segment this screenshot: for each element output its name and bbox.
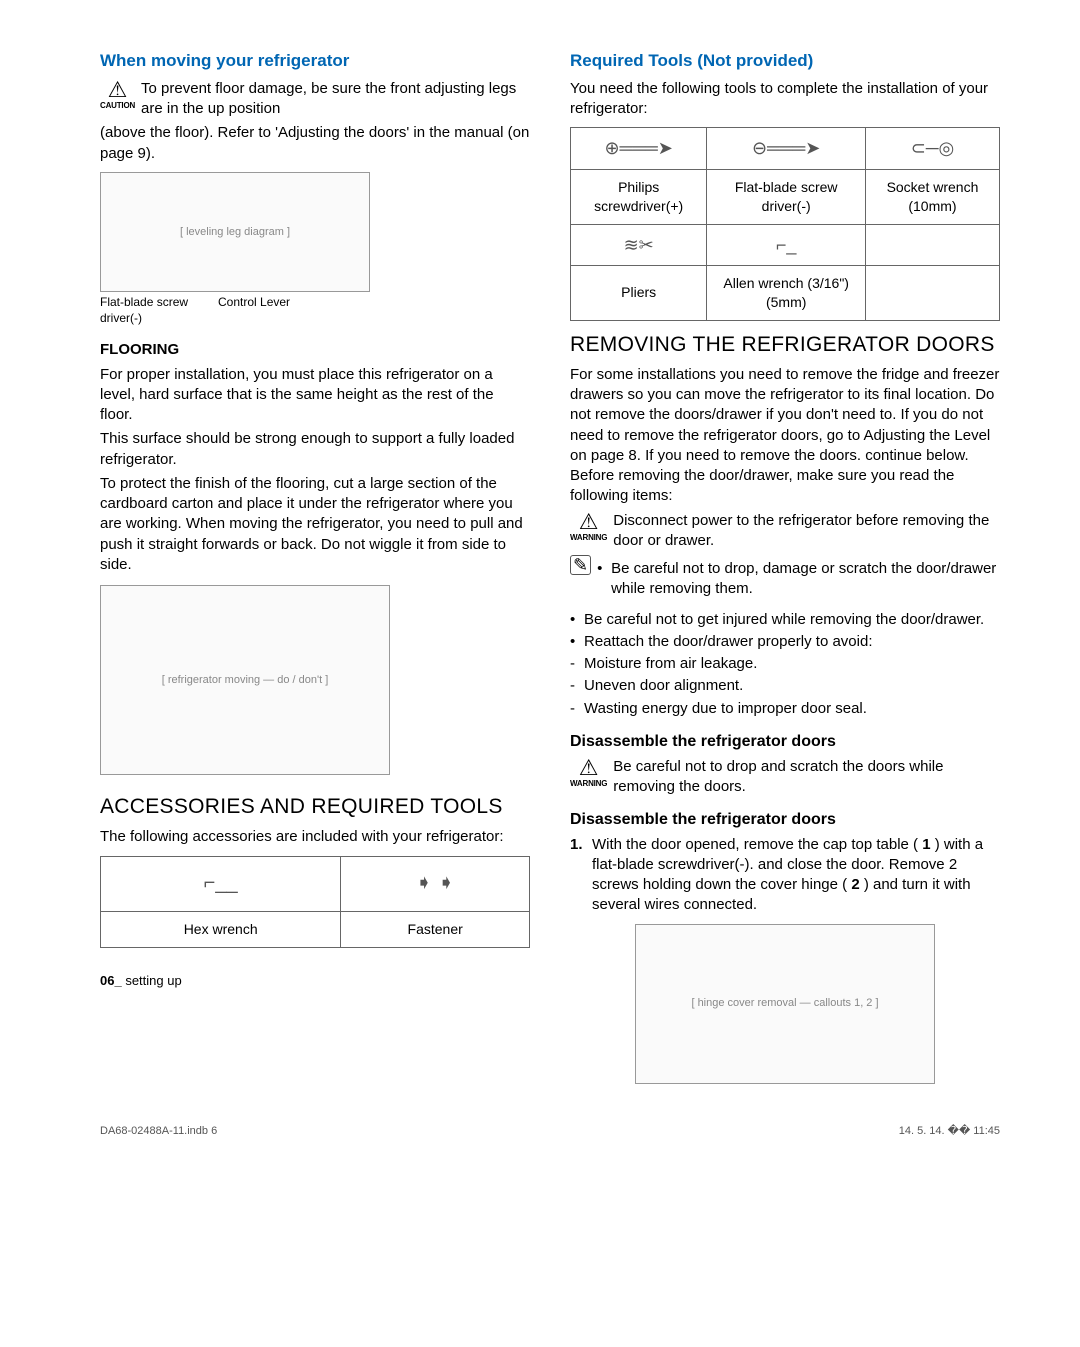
warning-block-2: ⚠ WARNING Be careful not to drop and scr… — [570, 757, 1000, 798]
tool-label-philips: Philips screwdriver(+) — [571, 169, 707, 224]
disassemble-heading-2: Disassemble the refrigerator doors — [570, 809, 1000, 831]
accessories-intro: The following accessories are included w… — [100, 827, 530, 847]
tool-label-socket: Socket wrench (10mm) — [865, 169, 999, 224]
acc-img-hex: ⌐__ — [101, 856, 341, 911]
illustration-flooring: [ refrigerator moving — do / don't ] — [100, 585, 390, 775]
note-block: ✎ Be careful not to drop, damage or scra… — [570, 555, 1000, 606]
caution-continuation: (above the floor). Refer to 'Adjusting t… — [100, 123, 530, 164]
step-1: 1. With the door opened, remove the cap … — [570, 835, 1000, 916]
right-column: Required Tools (Not provided) You need t… — [570, 50, 1000, 1084]
heading-moving: When moving your refrigerator — [100, 50, 530, 73]
flooring-p1: For proper installation, you must place … — [100, 365, 530, 426]
disassemble-heading-1: Disassemble the refrigerator doors — [570, 731, 1000, 753]
note-item: Reattach the door/drawer properly to avo… — [570, 632, 1000, 652]
tool-img-flat: ⊖═══➤ — [707, 128, 866, 169]
caution-icon: ⚠ CAUTION — [100, 79, 135, 112]
warning-2-text: Be careful not to drop and scratch the d… — [613, 757, 1000, 798]
label-screwdriver: Flat-blade screw driver(-) — [100, 294, 190, 326]
tool-img-philips: ⊕═══➤ — [571, 128, 707, 169]
note-dash: Wasting energy due to improper door seal… — [570, 699, 1000, 719]
flooring-p2: This surface should be strong enough to … — [100, 429, 530, 470]
accessories-title: ACCESSORIES AND REQUIRED TOOLS — [100, 793, 530, 821]
warning-icon: ⚠ WARNING — [570, 757, 607, 790]
tools-intro: You need the following tools to complete… — [570, 79, 1000, 120]
tool-img-socket: ⊂─◎ — [865, 128, 999, 169]
page-content: When moving your refrigerator ⚠ CAUTION … — [100, 50, 1000, 1084]
tool-img-allen: ⌐_ — [707, 224, 866, 265]
accessories-table: ⌐__ ➧ ➧ Hex wrench Fastener — [100, 856, 530, 948]
illustration-moving: [ leveling leg diagram ] — [100, 172, 370, 292]
tool-label-flat: Flat-blade screw driver(-) — [707, 169, 866, 224]
note-item: Be careful not to get injured while remo… — [570, 610, 1000, 630]
illustration-hinge: [ hinge cover removal — callouts 1, 2 ] — [635, 924, 935, 1084]
page-number: 06_ setting up — [100, 972, 530, 990]
acc-img-fastener: ➧ ➧ — [341, 856, 530, 911]
left-column: When moving your refrigerator ⚠ CAUTION … — [100, 50, 530, 1084]
note-dash: Moisture from air leakage. — [570, 654, 1000, 674]
steps-list: 1. With the door opened, remove the cap … — [570, 835, 1000, 916]
removing-title: REMOVING THE REFRIGERATOR DOORS — [570, 331, 1000, 359]
caution-text: To prevent floor damage, be sure the fro… — [141, 79, 530, 120]
flooring-p3: To protect the finish of the flooring, c… — [100, 474, 530, 575]
tool-label-empty — [865, 265, 999, 320]
warning-1-text: Disconnect power to the refrigerator bef… — [613, 511, 1000, 552]
note-icon: ✎ — [570, 555, 591, 575]
tool-img-pliers: ≋✂ — [571, 224, 707, 265]
print-timestamp: 14. 5. 14. �� 11:45 — [899, 1124, 1000, 1139]
acc-label-fastener: Fastener — [341, 911, 530, 947]
warning-icon: ⚠ WARNING — [570, 511, 607, 544]
tool-img-empty — [865, 224, 999, 265]
caution-block: ⚠ CAUTION To prevent floor damage, be su… — [100, 79, 530, 120]
removing-p1: For some installations you need to remov… — [570, 365, 1000, 507]
note-list-cont: Be careful not to get injured while remo… — [570, 610, 1000, 719]
illustration-labels: Flat-blade screw driver(-) Control Lever — [100, 294, 530, 326]
note-list: Be careful not to drop, damage or scratc… — [597, 559, 1000, 602]
note-item: Be careful not to drop, damage or scratc… — [597, 559, 1000, 600]
print-footer: DA68-02488A-11.indb 6 14. 5. 14. �� 11:4… — [100, 1124, 1000, 1139]
flooring-title: FLOORING — [100, 340, 530, 360]
doc-code: DA68-02488A-11.indb 6 — [100, 1124, 217, 1139]
heading-required-tools: Required Tools (Not provided) — [570, 50, 1000, 73]
label-control-lever: Control Lever — [218, 294, 290, 326]
tool-label-pliers: Pliers — [571, 265, 707, 320]
tool-label-allen: Allen wrench (3/16") (5mm) — [707, 265, 866, 320]
note-dash: Uneven door alignment. — [570, 676, 1000, 696]
acc-label-hex: Hex wrench — [101, 911, 341, 947]
warning-block-1: ⚠ WARNING Disconnect power to the refrig… — [570, 511, 1000, 552]
tools-table: ⊕═══➤ ⊖═══➤ ⊂─◎ Philips screwdriver(+) F… — [570, 127, 1000, 320]
